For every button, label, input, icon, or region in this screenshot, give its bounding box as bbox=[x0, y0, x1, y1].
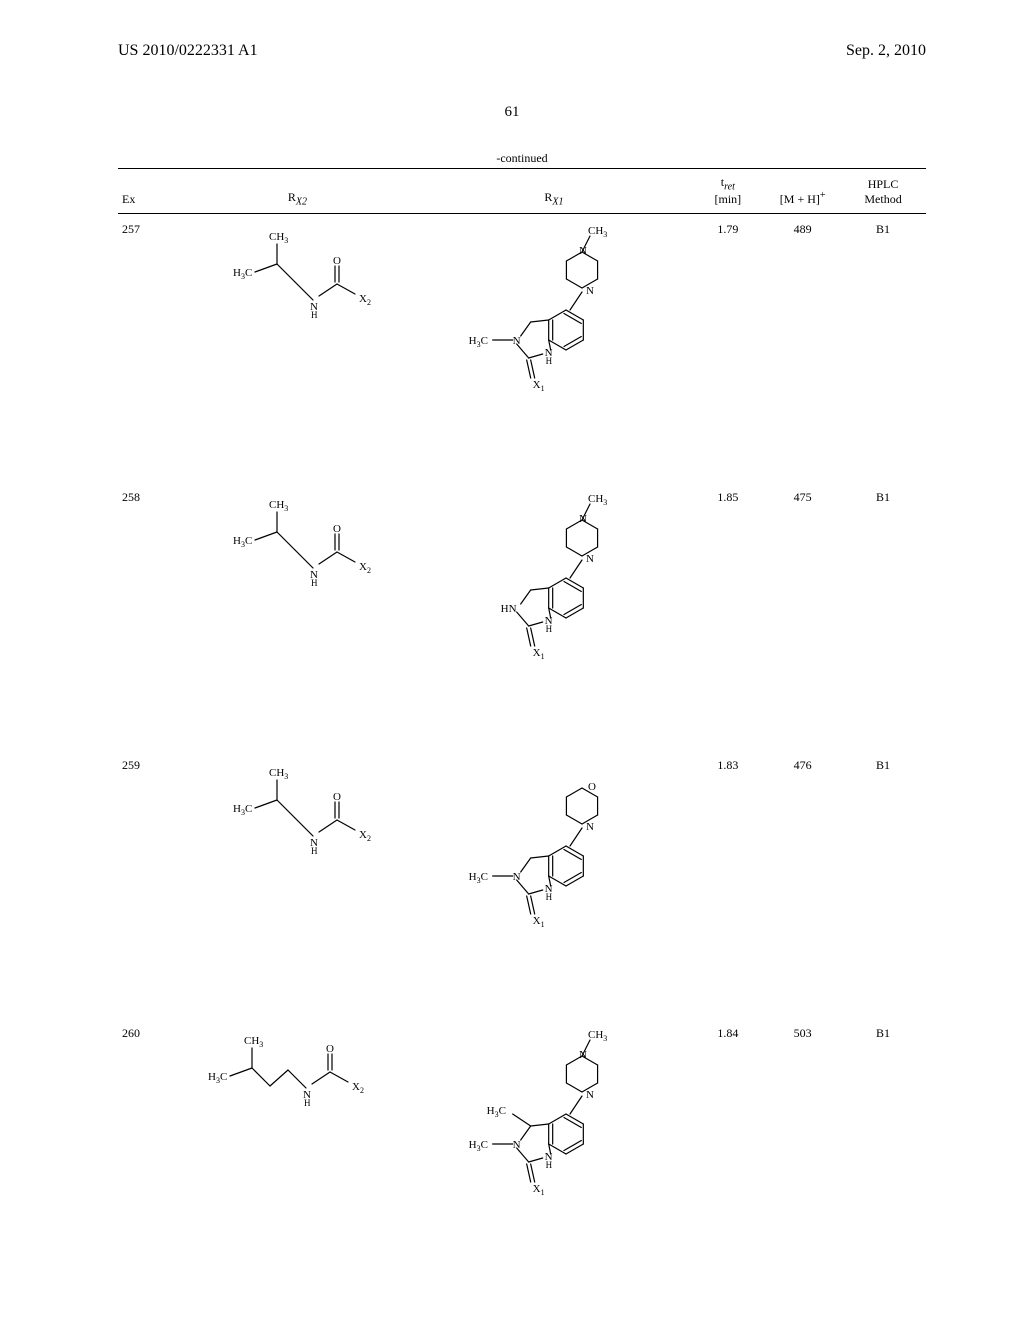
svg-text:H: H bbox=[311, 310, 318, 320]
structure-rx1: NCH3NNH3CH3CNHX1 bbox=[454, 1026, 654, 1276]
svg-text:CH3: CH3 bbox=[269, 767, 288, 781]
cell-mh: 475 bbox=[765, 482, 840, 750]
svg-text:N: N bbox=[579, 513, 587, 525]
table-row: 259 CH3H3CONHX2 ONNH3CNHX1 1.83 476 B1 bbox=[118, 750, 926, 1018]
svg-text:O: O bbox=[588, 781, 596, 793]
svg-text:X2: X2 bbox=[352, 1081, 364, 1095]
cell-ex: 257 bbox=[118, 214, 177, 482]
structure-rx2: CH3H3CONHX2 bbox=[197, 1026, 397, 1156]
cell-hplc: B1 bbox=[840, 1018, 926, 1286]
cell-rx2: CH3H3CONHX2 bbox=[177, 214, 417, 482]
svg-text:CH3: CH3 bbox=[588, 1029, 607, 1043]
svg-text:X1: X1 bbox=[533, 647, 545, 661]
table-row: 258 CH3H3CONHX2 NCH3NHNNHX1 1.85 475 B1 bbox=[118, 482, 926, 750]
svg-text:N: N bbox=[586, 1089, 594, 1101]
svg-text:H3C: H3C bbox=[233, 535, 252, 549]
svg-text:H3C: H3C bbox=[233, 803, 252, 817]
table-row: 257 CH3H3CONHX2 NCH3NNH3CNHX1 1.79 489 B… bbox=[118, 214, 926, 482]
svg-text:HN: HN bbox=[501, 603, 517, 615]
svg-text:O: O bbox=[333, 255, 341, 267]
data-table: -continued Ex RX2 RX1 tret [min] [M + H]… bbox=[118, 151, 926, 1286]
cell-mh: 503 bbox=[765, 1018, 840, 1286]
svg-text:H3C: H3C bbox=[487, 1105, 506, 1119]
svg-text:X1: X1 bbox=[533, 1183, 545, 1197]
svg-text:X2: X2 bbox=[359, 293, 371, 307]
svg-text:O: O bbox=[333, 791, 341, 803]
cell-hplc: B1 bbox=[840, 750, 926, 1018]
cell-tret: 1.79 bbox=[690, 214, 765, 482]
svg-text:H3C: H3C bbox=[469, 1139, 488, 1153]
cell-rx2: CH3H3CONHX2 bbox=[177, 482, 417, 750]
doc-number: US 2010/0222331 A1 bbox=[118, 42, 258, 60]
svg-text:CH3: CH3 bbox=[269, 499, 288, 513]
cell-rx2: CH3H3CONHX2 bbox=[177, 1018, 417, 1286]
svg-text:N: N bbox=[579, 245, 587, 257]
svg-text:H: H bbox=[546, 892, 553, 902]
structure-rx2: CH3H3CONHX2 bbox=[212, 758, 382, 888]
cell-hplc: B1 bbox=[840, 214, 926, 482]
cell-rx2: CH3H3CONHX2 bbox=[177, 750, 417, 1018]
cell-tret: 1.84 bbox=[690, 1018, 765, 1286]
continued-label: -continued bbox=[118, 151, 926, 166]
svg-text:N: N bbox=[513, 335, 521, 347]
structure-rx1: NCH3NNH3CNHX1 bbox=[454, 222, 654, 472]
svg-text:H3C: H3C bbox=[233, 267, 252, 281]
svg-text:CH3: CH3 bbox=[269, 231, 288, 245]
svg-text:N: N bbox=[586, 285, 594, 297]
svg-text:X2: X2 bbox=[359, 561, 371, 575]
cell-ex: 258 bbox=[118, 482, 177, 750]
col-ex: Ex bbox=[118, 169, 177, 213]
col-tret: tret [min] bbox=[690, 169, 765, 213]
svg-text:H: H bbox=[311, 578, 318, 588]
svg-text:H: H bbox=[546, 356, 553, 366]
svg-text:H: H bbox=[304, 1098, 311, 1108]
cell-rx1: ONNH3CNHX1 bbox=[417, 750, 690, 1018]
svg-text:H: H bbox=[546, 624, 553, 634]
structure-rx2: CH3H3CONHX2 bbox=[212, 222, 382, 352]
page-number: 61 bbox=[0, 104, 1024, 121]
svg-text:CH3: CH3 bbox=[588, 225, 607, 239]
cell-rx1: NCH3NNH3CH3CNHX1 bbox=[417, 1018, 690, 1286]
svg-text:CH3: CH3 bbox=[588, 493, 607, 507]
svg-text:CH3: CH3 bbox=[244, 1035, 263, 1049]
svg-text:N: N bbox=[586, 821, 594, 833]
cell-tret: 1.85 bbox=[690, 482, 765, 750]
svg-text:N: N bbox=[513, 1139, 521, 1151]
cell-ex: 259 bbox=[118, 750, 177, 1018]
svg-text:X1: X1 bbox=[533, 915, 545, 929]
col-rx2: RX2 bbox=[177, 169, 417, 213]
cell-tret: 1.83 bbox=[690, 750, 765, 1018]
svg-text:O: O bbox=[326, 1043, 334, 1055]
cell-mh: 476 bbox=[765, 750, 840, 1018]
svg-text:N: N bbox=[586, 553, 594, 565]
cell-rx1: NCH3NNH3CNHX1 bbox=[417, 214, 690, 482]
table-row: 260 CH3H3CONHX2 NCH3NNH3CH3CNHX1 1.84 50… bbox=[118, 1018, 926, 1286]
svg-text:H3C: H3C bbox=[469, 335, 488, 349]
svg-text:N: N bbox=[579, 1049, 587, 1061]
structure-rx1: NCH3NHNNHX1 bbox=[454, 490, 654, 740]
svg-text:X1: X1 bbox=[533, 379, 545, 393]
col-rx1: RX1 bbox=[417, 169, 690, 213]
col-mh: [M + H]+ bbox=[765, 169, 840, 213]
cell-ex: 260 bbox=[118, 1018, 177, 1286]
doc-date: Sep. 2, 2010 bbox=[846, 42, 926, 60]
svg-text:H3C: H3C bbox=[469, 871, 488, 885]
structure-rx1: ONNH3CNHX1 bbox=[454, 758, 654, 1008]
svg-text:H: H bbox=[546, 1160, 553, 1170]
svg-text:H3C: H3C bbox=[208, 1071, 227, 1085]
cell-rx1: NCH3NHNNHX1 bbox=[417, 482, 690, 750]
structure-rx2: CH3H3CONHX2 bbox=[212, 490, 382, 620]
col-hplc: HPLCMethod bbox=[840, 169, 926, 213]
svg-text:X2: X2 bbox=[359, 829, 371, 843]
svg-text:O: O bbox=[333, 523, 341, 535]
svg-text:N: N bbox=[513, 871, 521, 883]
cell-hplc: B1 bbox=[840, 482, 926, 750]
cell-mh: 489 bbox=[765, 214, 840, 482]
svg-text:H: H bbox=[311, 846, 318, 856]
